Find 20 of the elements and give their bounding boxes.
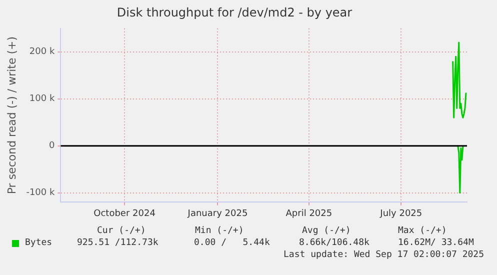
y-tick-label: 100 k <box>29 94 56 104</box>
text: 0.00 / 5.44k <box>194 238 270 248</box>
text: 8.66k/106.48k <box>299 238 370 248</box>
legend-label: Bytes <box>25 238 52 248</box>
x-tick-label: July 2025 <box>379 208 422 219</box>
y-axis-title: Pr second read (-) / write (+) <box>5 36 18 194</box>
x-tick-label: April 2025 <box>286 208 332 219</box>
text: Avg (-/+) <box>302 226 351 236</box>
text: 16.62M/ 33.64M <box>398 238 474 248</box>
x-tick-label: January 2025 <box>186 208 248 219</box>
y-tick-label: 200 k <box>29 47 56 58</box>
text: Cur (-/+) <box>97 226 146 236</box>
chart-title: Disk throughput for /dev/md2 - by year <box>116 5 352 20</box>
text: Max (-/+) <box>398 226 447 236</box>
y-tick-label: -100 k <box>26 188 56 198</box>
text: 925.51 /112.73k <box>77 238 158 248</box>
y-tick-label: 0 <box>48 141 55 152</box>
text: Min (-/+) <box>195 226 244 236</box>
x-tick-label: October 2024 <box>94 208 156 219</box>
text: Last update: Wed Sep 17 02:00:07 2025 <box>284 250 484 260</box>
